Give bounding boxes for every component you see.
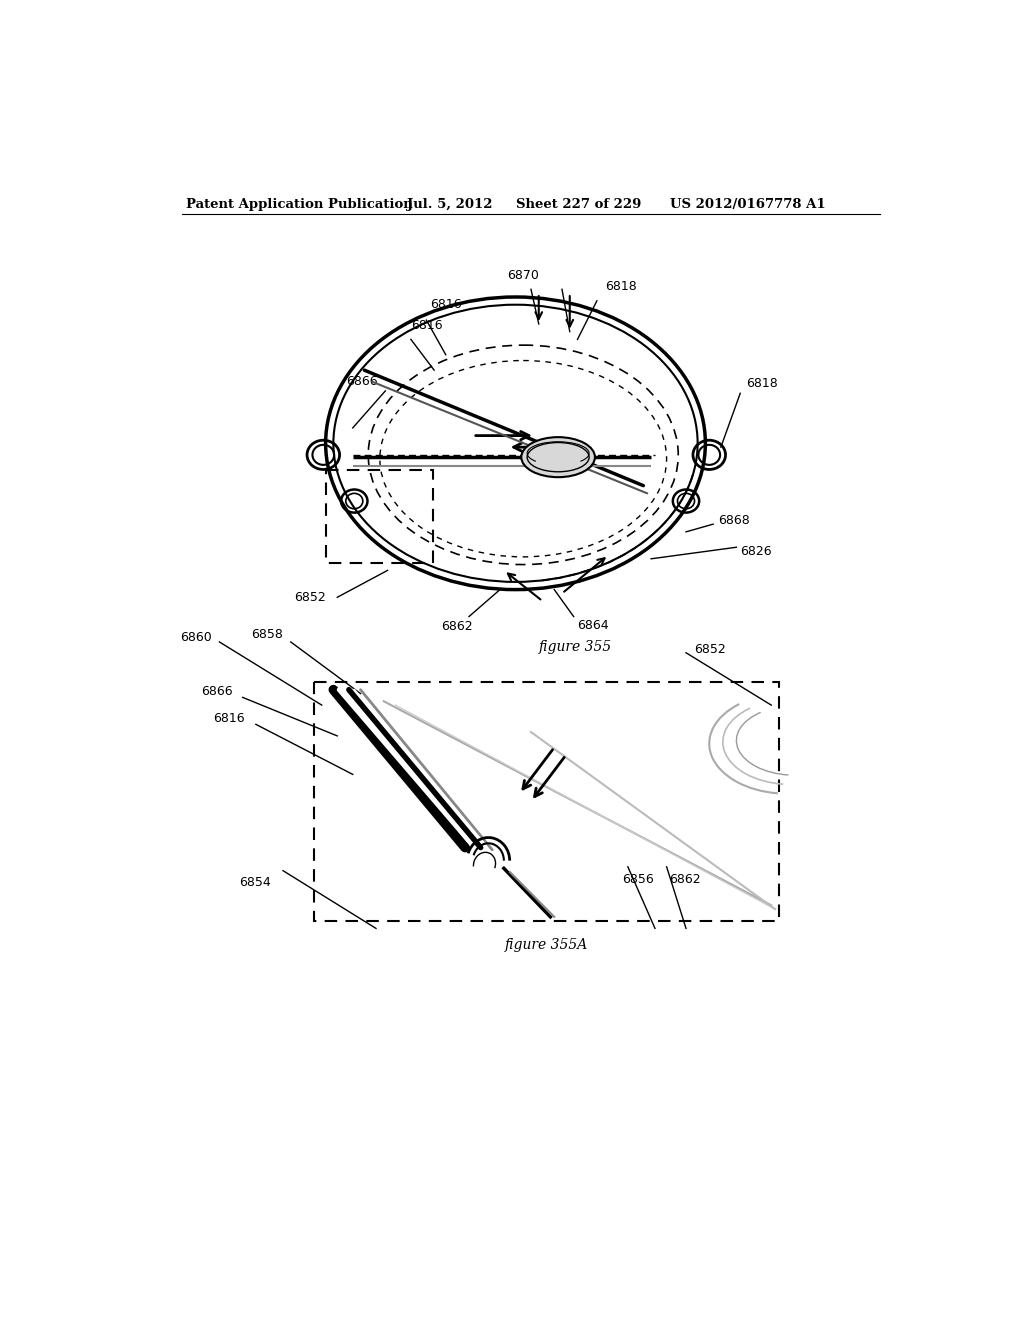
- Text: 6868: 6868: [719, 513, 751, 527]
- Text: Jul. 5, 2012: Jul. 5, 2012: [407, 198, 493, 211]
- Text: 6852: 6852: [294, 591, 326, 603]
- Text: 6816: 6816: [213, 713, 245, 726]
- Bar: [314, 682, 779, 921]
- Text: 6818: 6818: [746, 376, 778, 389]
- Text: 6866: 6866: [346, 375, 378, 388]
- Bar: [326, 470, 432, 562]
- Ellipse shape: [521, 437, 595, 478]
- Text: figure 355A: figure 355A: [505, 937, 588, 952]
- Text: 6854: 6854: [240, 876, 271, 890]
- Text: 6858: 6858: [251, 628, 283, 640]
- Text: 6816: 6816: [411, 318, 442, 331]
- Text: Sheet 227 of 229: Sheet 227 of 229: [515, 198, 641, 211]
- Text: 6864: 6864: [578, 619, 609, 632]
- Text: 6818: 6818: [604, 280, 636, 293]
- Text: US 2012/0167778 A1: US 2012/0167778 A1: [671, 198, 826, 211]
- Text: 6852: 6852: [693, 643, 725, 656]
- Text: Patent Application Publication: Patent Application Publication: [186, 198, 413, 211]
- Text: 6866: 6866: [201, 685, 232, 698]
- Text: 6860: 6860: [180, 631, 212, 644]
- Text: 6870: 6870: [507, 268, 540, 281]
- Text: 6862: 6862: [441, 620, 473, 634]
- Text: figure 355: figure 355: [539, 640, 612, 653]
- Text: 6816: 6816: [430, 298, 462, 312]
- Text: 6826: 6826: [740, 545, 772, 557]
- Text: 6856: 6856: [623, 873, 654, 886]
- Text: 6862: 6862: [669, 873, 700, 886]
